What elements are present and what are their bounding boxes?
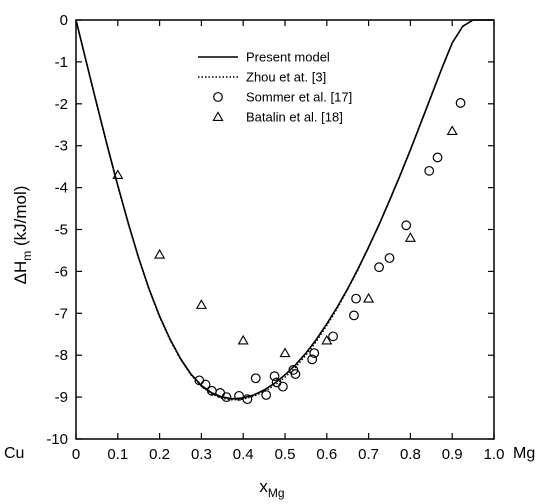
series-3-point	[363, 292, 375, 303]
series-1-line	[75, 19, 494, 401]
series-2-point	[309, 348, 320, 359]
x-tick-label: 0	[72, 446, 80, 463]
x-tick-label: 0.7	[358, 446, 379, 463]
series-2-point	[200, 379, 211, 390]
series-3-point	[154, 248, 166, 259]
legend-label-0: Present model	[246, 50, 330, 65]
series-2-point	[328, 331, 338, 342]
legend-label-2: Sommer et al. [17]	[246, 90, 352, 105]
y-tick-label: -7	[55, 305, 68, 322]
left-end-label: Cu	[4, 445, 24, 462]
series-2-point	[250, 373, 261, 384]
right-end-label: Mg	[513, 445, 535, 462]
x-axis-title: xMg	[259, 477, 284, 500]
series-2-point	[349, 310, 359, 321]
x-tick-label: 0.4	[233, 446, 254, 463]
series-2-point	[424, 165, 435, 176]
y-tick-label: -10	[46, 431, 68, 448]
series-2-point	[351, 293, 361, 304]
x-tick-label: 0.9	[442, 446, 463, 463]
y-tick-label: -5	[55, 222, 68, 239]
y-tick-label: -4	[55, 180, 68, 197]
series-3-point	[237, 334, 249, 345]
legend-swatch-3	[212, 111, 224, 121]
series-layer	[75, 19, 494, 405]
series-2-point	[290, 369, 301, 379]
legend-label-3: Batalin et al. [18]	[246, 110, 343, 125]
plot-frame	[75, 19, 495, 440]
x-axis-title-sub: Mg	[268, 486, 285, 500]
series-3-point	[112, 169, 124, 180]
x-tick-label: 0.2	[149, 446, 170, 463]
series-2-point	[261, 390, 272, 400]
y-axis-title-sub: m	[20, 251, 34, 261]
series-2-point	[307, 354, 318, 365]
x-tick-label: 0.3	[191, 446, 212, 463]
series-2-point	[455, 98, 466, 108]
series-2-point	[384, 253, 395, 263]
y-tick-label: -9	[55, 389, 68, 406]
series-2-point	[278, 381, 288, 392]
y-tick-label: -2	[55, 96, 68, 113]
x-tick-label: 1.0	[484, 446, 505, 463]
y-tick-label: -8	[55, 347, 68, 364]
ticks-layer: 0 0.1 0.2 0.3 0.4 0.5 0.6 0.7 0.8 0.9 1.0 0 -1 -2 -3 -4…	[46, 12, 504, 463]
y-tick-label: -6	[55, 263, 68, 280]
series-2-point	[242, 394, 253, 405]
y-axis-title: ΔHm (kJ/mol)	[11, 186, 34, 285]
series-2-point	[221, 392, 232, 403]
series-3-point	[279, 347, 291, 358]
y-tick-label: 0	[60, 12, 68, 29]
legend-swatch-2	[213, 92, 223, 102]
legend: Present model Zhou et at. [3] Sommer et al…	[198, 50, 352, 125]
x-tick-label: 0.5	[275, 446, 296, 463]
series-3-point	[321, 334, 333, 345]
series-2-point	[269, 371, 280, 382]
series-3-point	[404, 232, 416, 242]
x-axis-title-main: x	[259, 477, 268, 496]
series-2-point	[234, 390, 244, 401]
y-axis-title-unit: (kJ/mol)	[11, 186, 30, 251]
y-tick-label: -3	[55, 138, 68, 155]
y-axis-title-main: ΔH	[11, 261, 30, 285]
x-tick-label: 0.1	[107, 446, 128, 463]
series-2-point	[401, 220, 412, 231]
series-0-line	[75, 19, 494, 400]
series-2-point	[374, 262, 384, 273]
x-tick-label: 0.6	[316, 446, 337, 463]
series-3-point	[195, 299, 207, 309]
series-3-point	[446, 125, 458, 136]
y-tick-label: -1	[55, 54, 68, 71]
series-2-point	[432, 152, 443, 163]
x-tick-label: 0.8	[400, 446, 421, 463]
legend-label-1: Zhou et at. [3]	[246, 70, 326, 85]
